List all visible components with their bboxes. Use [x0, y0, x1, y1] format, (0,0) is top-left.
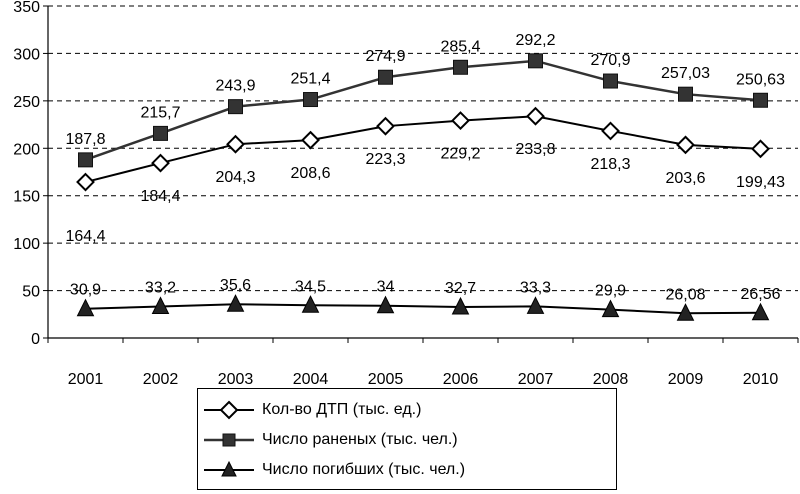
triangle-marker [601, 299, 620, 318]
y-tick-label: 0 [31, 331, 40, 348]
legend-label-injured: Число раненых (тыс. чел.) [262, 431, 458, 448]
x-tick-label: 2001 [68, 371, 104, 388]
data-label: 203,6 [665, 170, 705, 187]
x-tick-label: 2006 [443, 371, 479, 388]
data-label: 164,4 [65, 228, 105, 245]
square-marker [603, 73, 618, 89]
diamond-icon [204, 400, 254, 420]
triangle-marker [526, 296, 545, 314]
data-label: 292,2 [515, 32, 555, 49]
legend-item-killed: Число погибших (тыс. чел.) [198, 459, 465, 481]
diamond-marker [151, 153, 170, 173]
diamond-marker [301, 130, 320, 150]
y-tick-label: 200 [13, 141, 40, 158]
data-label: 250,63 [736, 71, 785, 88]
square-marker [753, 92, 768, 108]
y-tick-label: 50 [22, 284, 40, 301]
square-marker [153, 125, 168, 141]
square-icon [204, 433, 254, 447]
data-label: 33,2 [145, 280, 176, 297]
series-line [85, 303, 761, 315]
data-label: 218,3 [590, 156, 630, 173]
square-marker [78, 152, 93, 168]
data-label: 34,5 [295, 278, 326, 295]
triangle-icon [204, 460, 254, 477]
diamond-marker [601, 121, 620, 141]
data-label: 35,6 [220, 277, 251, 294]
x-tick-label: 2004 [293, 371, 329, 388]
y-axis-ticks: 0 50 100 150 200 250 300 350 [13, 0, 48, 348]
data-label: 285,4 [440, 38, 480, 55]
x-tick-label: 2009 [668, 371, 704, 388]
y-tick-label: 250 [13, 94, 40, 111]
data-label: 274,9 [365, 48, 405, 65]
data-label: 223,3 [365, 151, 405, 168]
data-label: 243,9 [215, 78, 255, 95]
y-tick-label: 350 [13, 0, 40, 16]
diamond-marker [376, 116, 395, 136]
diamond-marker [526, 106, 545, 126]
data-label: 204,3 [215, 169, 255, 186]
data-label: 187,8 [65, 131, 105, 148]
square-marker [378, 69, 393, 85]
square-marker [528, 53, 543, 69]
data-label: 26,56 [740, 286, 780, 303]
y-tick-label: 100 [13, 236, 40, 253]
data-label: 34 [377, 279, 395, 296]
data-label: 26,08 [665, 286, 705, 303]
series-markers [76, 53, 770, 321]
y-tick-label: 300 [13, 46, 40, 63]
data-label: 215,7 [140, 104, 180, 121]
x-tick-label: 2005 [368, 371, 404, 388]
triangle-marker [301, 295, 320, 313]
triangle-marker [751, 302, 770, 321]
data-label: 270,9 [590, 52, 630, 69]
diamond-marker [451, 111, 470, 131]
series-line [85, 115, 761, 184]
triangle-marker [151, 296, 170, 315]
data-labels: 164,4 184,4 204,3 208,6 223,3 229,2 233,8 218,3… [65, 32, 785, 303]
legend-label-dtp: Кол-во ДТП (тыс. ед.) [262, 401, 422, 418]
grid-lines [48, 5, 798, 292]
triangle-marker [226, 294, 245, 312]
data-label: 208,6 [290, 165, 330, 182]
triangle-marker [76, 298, 95, 317]
diamond-marker [76, 172, 95, 192]
data-label: 257,03 [661, 65, 710, 82]
data-label: 233,8 [515, 141, 555, 158]
triangle-marker [451, 296, 470, 315]
square-marker [678, 86, 693, 102]
data-label: 32,7 [445, 280, 476, 297]
diamond-marker [226, 134, 245, 154]
data-label: 251,4 [290, 71, 330, 88]
series-lines [85, 59, 761, 315]
y-tick-label: 150 [13, 189, 40, 206]
data-label: 33,3 [520, 279, 551, 296]
data-label: 30,9 [70, 282, 101, 299]
legend-item-injured: Число раненых (тыс. чел.) [198, 429, 458, 451]
data-label: 199,43 [736, 174, 785, 191]
x-axis-ticks: 2001 2002 2003 2004 2005 2006 2007 2008 2009 2010 [47, 338, 799, 388]
data-label: 29,9 [595, 283, 626, 300]
data-label: 229,2 [440, 146, 480, 163]
square-marker [453, 59, 468, 75]
data-label: 184,4 [140, 188, 180, 205]
legend: Кол-во ДТП (тыс. ед.) Число раненых (тыс… [197, 388, 617, 490]
x-tick-label: 2010 [743, 371, 779, 388]
triangle-marker [676, 303, 695, 321]
x-tick-label: 2008 [593, 371, 629, 388]
series-line [85, 59, 761, 162]
diamond-marker [751, 139, 770, 159]
diamond-marker [676, 135, 695, 155]
x-tick-label: 2002 [143, 371, 179, 388]
legend-label-killed: Число погибших (тыс. чел.) [262, 461, 466, 478]
triangle-marker [376, 295, 395, 314]
x-tick-label: 2003 [218, 371, 254, 388]
legend-item-dtp: Кол-во ДТП (тыс. ед.) [198, 399, 421, 421]
square-marker [228, 99, 243, 115]
square-marker [303, 92, 318, 108]
x-tick-label: 2007 [518, 371, 554, 388]
